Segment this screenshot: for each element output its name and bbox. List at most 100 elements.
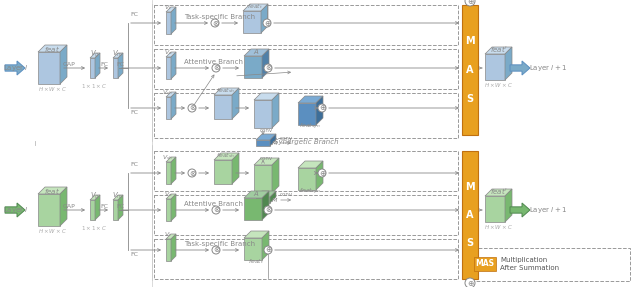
Polygon shape: [254, 93, 279, 100]
Text: After Summation: After Summation: [500, 265, 559, 271]
Bar: [462, 151, 478, 279]
Text: $H\times W\times C$: $H\times W\times C$: [484, 81, 513, 89]
Bar: [468, 248, 630, 281]
Text: $H\times W\times C$: $H\times W\times C$: [38, 227, 67, 235]
Text: conv: conv: [260, 156, 273, 162]
Text: FC: FC: [130, 162, 138, 168]
Polygon shape: [298, 96, 323, 103]
Polygon shape: [5, 61, 25, 75]
Text: S: S: [467, 238, 474, 248]
Polygon shape: [166, 162, 171, 184]
Polygon shape: [316, 96, 323, 125]
Text: ⊕: ⊕: [319, 104, 325, 113]
Text: Layer $l$: Layer $l$: [3, 63, 29, 73]
Text: M: M: [465, 36, 475, 46]
Polygon shape: [90, 200, 95, 220]
Circle shape: [212, 64, 220, 72]
Polygon shape: [262, 191, 269, 220]
Text: $M$: $M$: [271, 139, 278, 147]
Polygon shape: [485, 196, 505, 222]
Polygon shape: [256, 134, 276, 140]
Text: Layer $l+1$: Layer $l+1$: [529, 63, 567, 73]
Polygon shape: [214, 153, 239, 160]
Text: $V_{sh}$: $V_{sh}$: [163, 154, 173, 162]
Text: Layer $l$: Layer $l$: [3, 205, 29, 215]
Polygon shape: [113, 200, 118, 220]
Polygon shape: [166, 7, 176, 12]
Polygon shape: [214, 95, 232, 119]
Text: ⊗: ⊗: [265, 63, 271, 73]
Polygon shape: [171, 157, 176, 184]
Text: $1\times1\times C$: $1\times1\times C$: [81, 224, 108, 232]
Text: $feat'$: $feat'$: [490, 44, 508, 54]
Text: $feat$: $feat$: [44, 44, 60, 54]
Bar: [154, 93, 458, 138]
Text: Layer $l+1$: Layer $l+1$: [529, 205, 567, 215]
Circle shape: [264, 246, 272, 254]
Text: $M$: $M$: [271, 196, 278, 204]
Polygon shape: [60, 187, 67, 226]
Text: ⊕: ⊕: [467, 278, 473, 287]
Text: FC: FC: [130, 13, 138, 18]
Text: ⊗: ⊗: [213, 205, 219, 214]
Text: $V_{sh}$: $V_{sh}$: [163, 89, 173, 98]
Text: Attentive Branch: Attentive Branch: [184, 201, 243, 207]
Text: $A$: $A$: [253, 48, 259, 57]
Polygon shape: [298, 168, 316, 190]
Polygon shape: [113, 53, 123, 58]
Polygon shape: [244, 238, 262, 260]
Text: $feat_t$: $feat_t$: [248, 257, 264, 266]
Text: $feat$: $feat$: [44, 186, 60, 196]
Polygon shape: [244, 198, 262, 220]
Text: MAS: MAS: [476, 259, 495, 269]
Polygon shape: [316, 161, 323, 190]
Text: Synergetic Branch: Synergetic Branch: [274, 139, 339, 145]
Text: ⊗: ⊗: [189, 168, 195, 177]
Polygon shape: [244, 231, 269, 238]
Polygon shape: [243, 4, 268, 11]
Polygon shape: [166, 57, 171, 79]
Text: M: M: [465, 182, 475, 192]
Polygon shape: [166, 194, 176, 199]
Circle shape: [264, 64, 272, 72]
Text: $feat_{syn}$: $feat_{syn}$: [299, 122, 321, 132]
Polygon shape: [166, 97, 171, 119]
Bar: [462, 5, 478, 135]
Polygon shape: [270, 134, 276, 146]
Text: ⊗: ⊗: [189, 104, 195, 113]
Circle shape: [318, 169, 326, 177]
Polygon shape: [243, 11, 261, 33]
Text: Multiplication: Multiplication: [500, 257, 547, 263]
Polygon shape: [254, 165, 272, 193]
Text: ⊗: ⊗: [213, 63, 219, 73]
Polygon shape: [171, 194, 176, 221]
Text: FC: FC: [116, 61, 124, 67]
Circle shape: [465, 278, 475, 287]
Circle shape: [188, 169, 196, 177]
Text: $V_t$: $V_t$: [164, 3, 172, 12]
Circle shape: [211, 19, 219, 27]
Text: $V_a$: $V_a$: [164, 49, 172, 57]
Bar: [154, 49, 458, 89]
Polygon shape: [166, 234, 176, 239]
Polygon shape: [166, 199, 171, 221]
Polygon shape: [171, 7, 176, 34]
Polygon shape: [95, 195, 100, 220]
Circle shape: [465, 0, 475, 6]
Polygon shape: [171, 52, 176, 79]
Polygon shape: [232, 88, 239, 119]
Text: $V_m$: $V_m$: [112, 49, 123, 59]
Text: $feat_{sh}$: $feat_{sh}$: [216, 152, 236, 160]
Text: conv: conv: [280, 135, 292, 141]
Polygon shape: [214, 160, 232, 184]
Text: S: S: [467, 94, 474, 104]
Bar: [154, 239, 458, 279]
Polygon shape: [166, 52, 176, 57]
Text: GAP: GAP: [63, 203, 76, 208]
Polygon shape: [90, 53, 100, 58]
Polygon shape: [485, 47, 512, 54]
Polygon shape: [244, 49, 269, 56]
Text: $feat'$: $feat'$: [490, 186, 508, 196]
Circle shape: [263, 19, 271, 27]
Text: ⊗: ⊗: [213, 245, 219, 255]
